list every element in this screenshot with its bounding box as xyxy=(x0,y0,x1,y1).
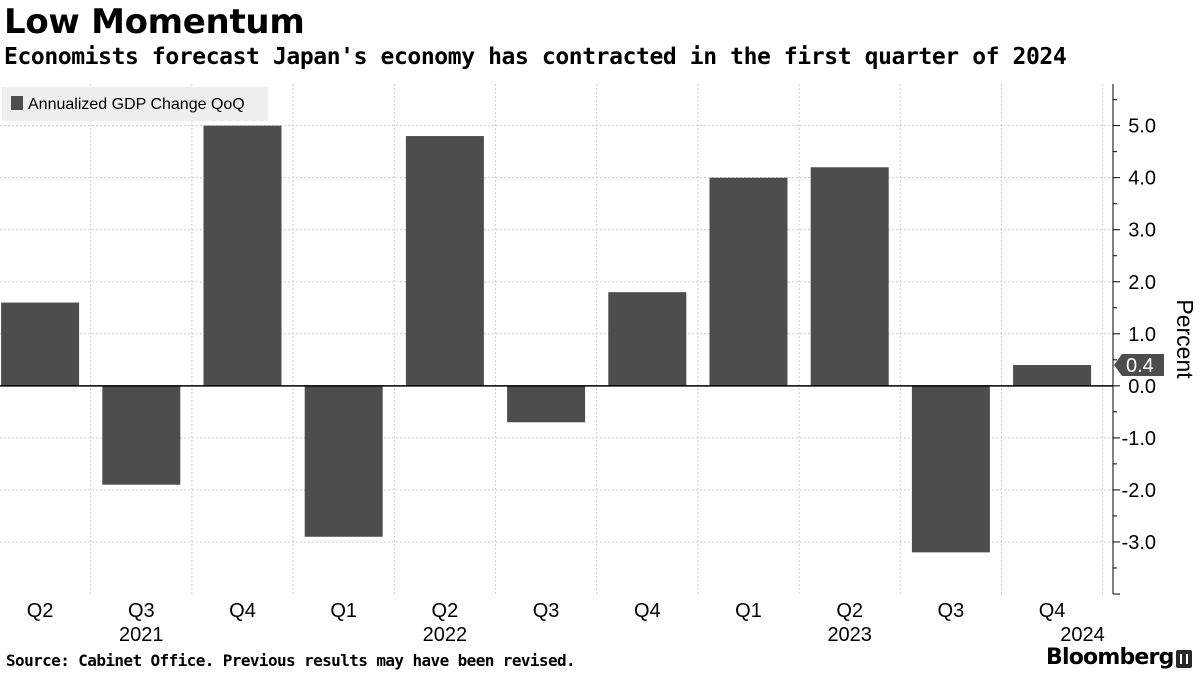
legend-label: Annualized GDP Change QoQ xyxy=(28,96,245,113)
last-value-marker: 0.4 xyxy=(1114,354,1164,377)
legend-box xyxy=(2,87,268,121)
y-tick-label: 4.0 xyxy=(1128,168,1156,190)
x-quarter-label: Q2 xyxy=(836,600,863,622)
x-quarter-label: Q3 xyxy=(128,600,155,622)
bar-q3-2023 xyxy=(911,385,990,553)
y-tick-label: 2.0 xyxy=(1128,272,1156,294)
bloomberg-icon xyxy=(1176,650,1192,668)
x-year-label: 2022 xyxy=(423,624,468,646)
bar-q1-2022 xyxy=(304,385,383,537)
chart-subtitle: Economists forecast Japan's economy has … xyxy=(4,44,1067,70)
y-tick-label: -2.0 xyxy=(1122,480,1156,502)
x-quarter-label: Q2 xyxy=(27,600,54,622)
bar-q4-2022 xyxy=(608,292,687,386)
x-axis: Q2 Q3 Q4 Q1 Q2 Q3 Q4 Q1 Q2 Q3 Q4 2021 2022 2023 2024 xyxy=(27,600,1105,646)
y-tick-label: 5.0 xyxy=(1128,116,1156,138)
legend-swatch xyxy=(11,96,23,110)
source-note: Source: Cabinet Office. Previous results… xyxy=(6,651,576,670)
x-year-label: 2021 xyxy=(119,624,164,646)
x-year-label: 2024 xyxy=(1060,624,1105,646)
bar-q2-2022 xyxy=(405,136,484,386)
bar-q4-2021 xyxy=(203,125,282,386)
x-quarter-label: Q3 xyxy=(533,600,560,622)
y-tick-label: 0.0 xyxy=(1128,376,1156,398)
y-axis: 5.0 4.0 3.0 2.0 1.0 0.0 -1.0 -2.0 -3.0 Percent xyxy=(1112,84,1198,595)
y-tick-label: 1.0 xyxy=(1128,324,1156,346)
y-tick-label: -1.0 xyxy=(1122,428,1156,450)
x-quarter-label: Q4 xyxy=(634,600,661,622)
x-quarter-label: Q2 xyxy=(432,600,459,622)
bar-q2-2021 xyxy=(1,302,80,386)
bar-q1-2023 xyxy=(709,177,788,386)
x-quarter-label: Q4 xyxy=(1039,600,1066,622)
x-quarter-label: Q4 xyxy=(229,600,256,622)
bar-q3-2022 xyxy=(507,385,586,423)
bars xyxy=(1,125,1092,553)
bar-q4-2023 xyxy=(1013,365,1092,386)
x-quarter-label: Q1 xyxy=(735,600,762,622)
y-axis-label: Percent xyxy=(1172,299,1198,379)
x-year-label: 2023 xyxy=(827,624,872,646)
legend: Annualized GDP Change QoQ xyxy=(2,87,268,121)
last-value-tag xyxy=(1114,354,1164,377)
bloomberg-logo: Bloomberg xyxy=(1046,645,1174,670)
last-value-label: 0.4 xyxy=(1126,355,1154,377)
x-quarter-label: Q1 xyxy=(330,600,357,622)
x-quarter-label: Q3 xyxy=(938,600,965,622)
bar-q3-2021 xyxy=(102,385,181,485)
y-tick-label: -3.0 xyxy=(1122,532,1156,554)
bar-q2-2023 xyxy=(810,167,889,386)
chart-title: Low Momentum xyxy=(4,2,305,42)
y-tick-label: 3.0 xyxy=(1128,220,1156,242)
